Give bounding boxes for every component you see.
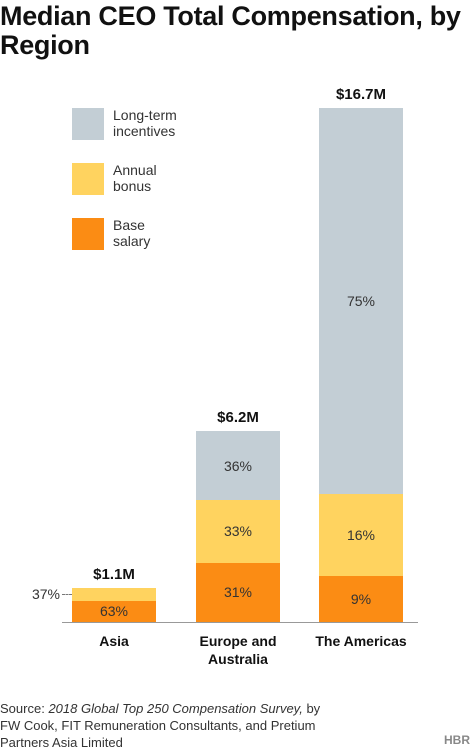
legend-label: Base salary [113,217,151,249]
source: Source: 2018 Global Top 250 Compensation… [0,700,330,751]
axis-line [62,622,418,623]
bar-segment [196,499,280,563]
logo: HBR [444,733,470,747]
segment-label: 16% [346,526,376,543]
source-rest: by FW Cook, FIT Remuneration Consultants… [0,701,321,750]
legend-swatch [72,163,104,195]
segment-label: 63% [99,603,129,620]
legend-swatch [72,108,104,140]
bar-segment [72,600,156,622]
source-title: 2018 Global Top 250 Compensation Survey, [48,701,303,716]
total-label: $6.2M [217,409,259,427]
segment-label: 36% [223,457,253,474]
segment-label: 37% [31,586,60,603]
x-tick-label: Asia [99,633,129,649]
legend-swatch [72,218,104,250]
segment-label: 75% [346,292,376,309]
legend-label: Annual bonus [113,162,157,194]
segment-label: 9% [350,590,372,607]
total-label: $1.1M [93,566,135,584]
label-leader [62,594,72,596]
bar-segment [319,493,403,576]
bar-segment [319,108,403,494]
legend-label: Long-term incentives [113,107,177,139]
total-label: $16.7M [335,86,387,103]
source-prefix: Source: [0,701,45,716]
segment-label: 31% [223,584,253,601]
bar-segment [319,575,403,622]
x-tick-label: Europe and Australia [199,633,277,667]
bar-segment [196,562,280,622]
bar-segment [72,588,156,601]
segment-label: 33% [223,523,253,540]
x-tick-label: The Americas [315,633,407,649]
bar-segment [196,431,280,500]
chart-title: Median CEO Total Compensation, by Region [0,1,461,60]
